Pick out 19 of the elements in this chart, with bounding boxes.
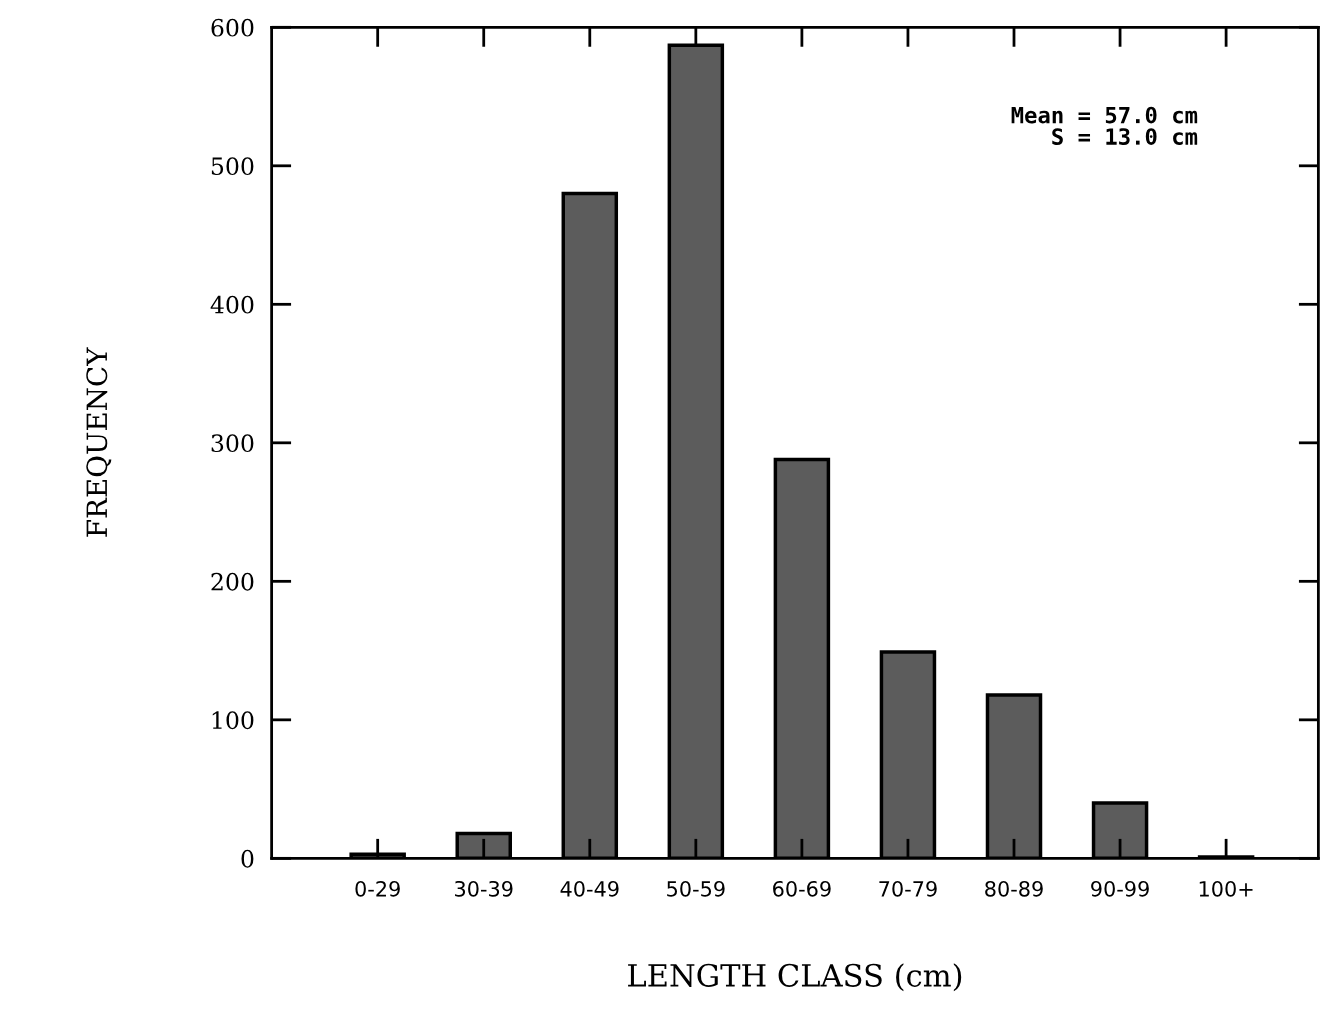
x-tick-label: 60-69: [773, 880, 831, 897]
x-tick-label: 90-99: [1091, 880, 1149, 897]
y-tick-label: 200: [211, 572, 254, 591]
y-tick-label: 400: [210, 295, 254, 314]
y-tick-label: 0: [241, 849, 254, 868]
annotation: Mean = 57.0 cm S = 13.0 cm: [1011, 106, 1198, 145]
y-tick-label: 300: [211, 434, 254, 453]
x-tick-label: 80-89: [985, 880, 1043, 897]
x-tick-label: 30-39: [455, 880, 513, 897]
x-tick-label: 0-29: [355, 880, 400, 897]
y-tick-label: 100: [212, 711, 254, 730]
x-tick-label: 50-59: [667, 880, 725, 897]
y-axis-title: FREQUENCY: [86, 347, 112, 537]
x-tick-label: 70-79: [879, 880, 937, 897]
y-tick-label: 600: [211, 18, 254, 37]
x-axis-title: LENGTH CLASS (cm): [628, 963, 962, 992]
x-tick-label: 40-49: [560, 880, 619, 897]
x-tick-label: 100+: [1199, 880, 1253, 897]
y-tick-label: 500: [211, 157, 254, 176]
